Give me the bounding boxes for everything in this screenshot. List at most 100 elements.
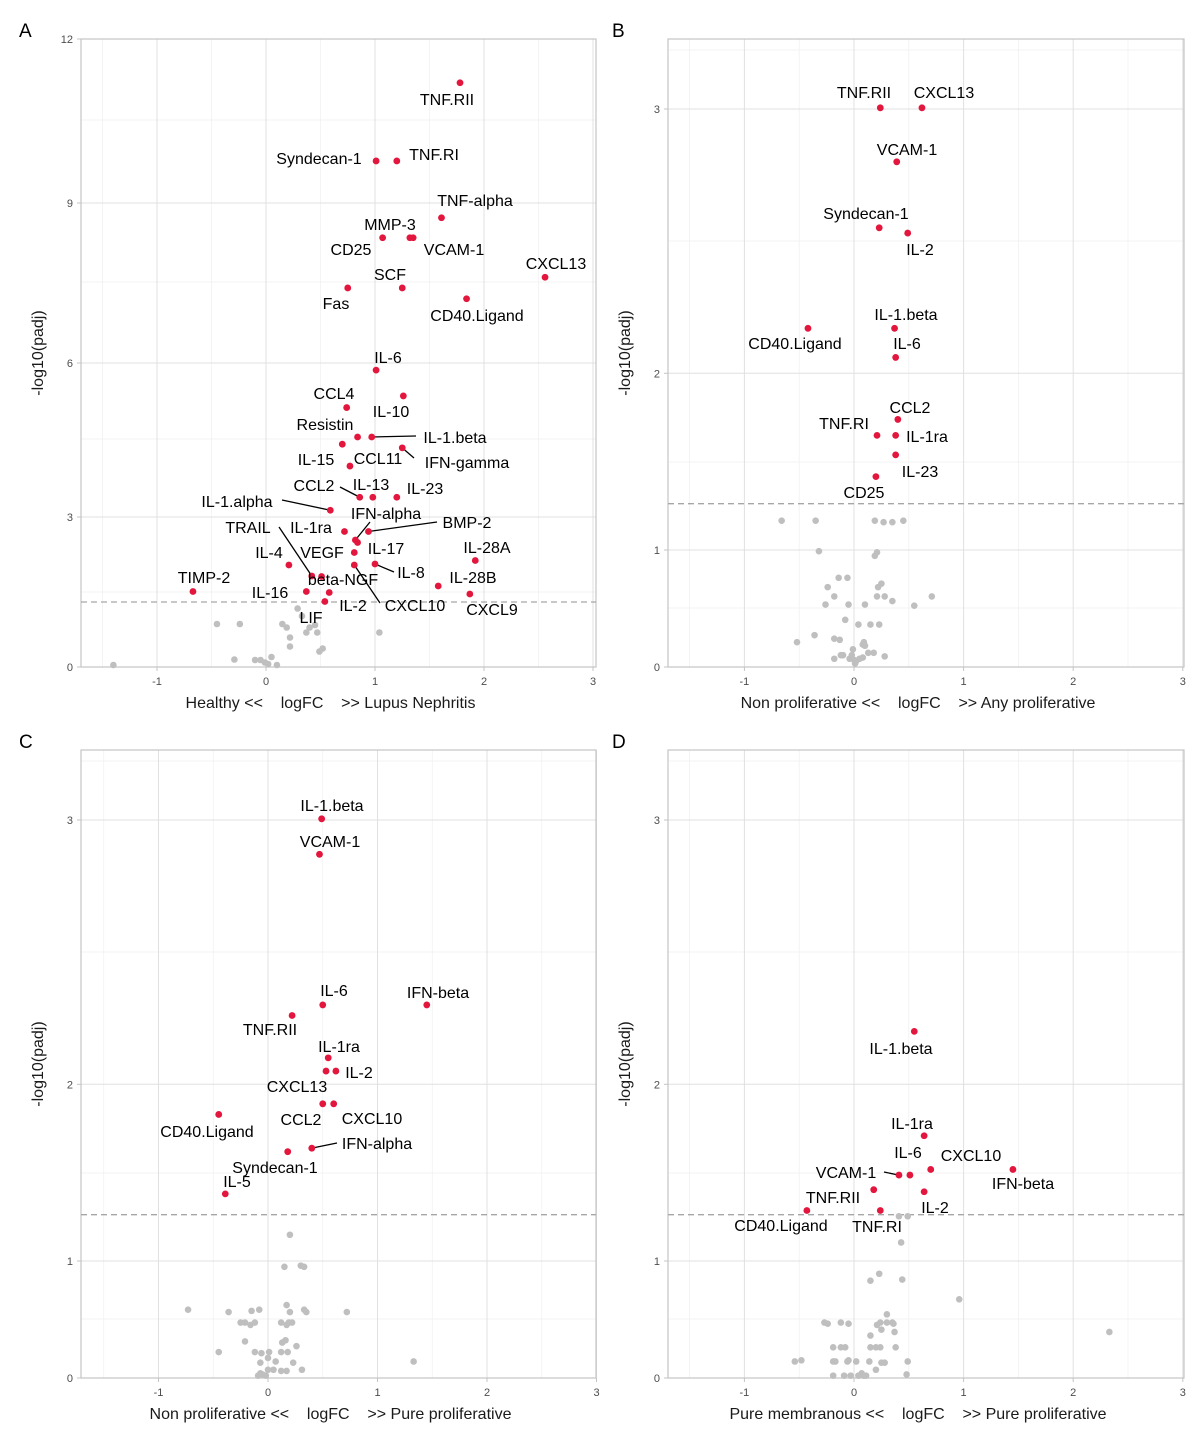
- nonsignificant-point: [895, 1212, 903, 1220]
- point-label: CCL4: [314, 386, 355, 403]
- nonsignificant-point: [859, 654, 867, 661]
- panel-letter: A: [19, 21, 32, 42]
- nonsignificant-point: [270, 1366, 277, 1374]
- nonsignificant-point: [257, 1359, 264, 1366]
- nonsignificant-point: [900, 517, 907, 524]
- nonsignificant-point: [881, 653, 888, 660]
- significant-point: [319, 1001, 327, 1009]
- x-axis-title: Non proliferative << logFC >> Any prolif…: [741, 695, 1096, 712]
- label-connector-line: [339, 486, 361, 498]
- panel-c: -1 0 1 2 3 0 1 2 3 IL-1.beta VCAM-1 IL-6 IFN-beta TNF…: [19, 732, 600, 1423]
- x-tick-label: 1: [372, 676, 378, 688]
- significant-point: [423, 1001, 431, 1009]
- point-label: TNF.RII: [837, 85, 891, 102]
- nonsignificant-point: [872, 1366, 880, 1374]
- y-tick-label: 2: [654, 368, 660, 380]
- significant-point: [873, 431, 881, 439]
- point-label: IL-2: [339, 598, 367, 615]
- nonsignificant-point: [215, 1348, 223, 1356]
- nonsignificant-point: [845, 1357, 852, 1364]
- nonsignificant-point: [251, 1348, 259, 1356]
- significant-point: [365, 528, 372, 535]
- nonsignificant-point: [283, 1301, 290, 1309]
- significant-point: [341, 528, 348, 535]
- significant-point: [215, 1111, 223, 1118]
- nonsignificant-point: [867, 1344, 874, 1351]
- nonsignificant-point: [848, 651, 856, 659]
- nonsignificant-point: [225, 1308, 232, 1316]
- point-label: Syndecan-1: [823, 206, 908, 223]
- point-label: CD25: [331, 242, 372, 259]
- significant-point: [318, 573, 325, 580]
- significant-point: [318, 815, 326, 823]
- nonsignificant-point: [264, 660, 272, 668]
- nonsignificant-point: [891, 1328, 898, 1336]
- nonsignificant-point: [248, 1307, 255, 1315]
- nonsignificant-point: [283, 1367, 290, 1375]
- nonsignificant-point: [829, 1344, 837, 1351]
- nonsignificant-point: [883, 1311, 891, 1318]
- nonsignificant-point: [830, 655, 838, 663]
- y-tick-label: 12: [61, 34, 73, 46]
- label-connector-line: [278, 526, 313, 577]
- y-tick-label: 1: [67, 1256, 73, 1268]
- significant-point: [338, 440, 346, 448]
- x-tick-label: 3: [593, 1387, 599, 1399]
- nonsignificant-point: [849, 646, 857, 653]
- x-tick-label: 0: [263, 676, 269, 688]
- point-label: CXCL13: [914, 85, 975, 102]
- nonsignificant-point: [410, 1358, 417, 1365]
- y-tick-label: 0: [654, 662, 660, 674]
- y-tick-label: 3: [654, 104, 660, 116]
- nonsignificant-point: [889, 597, 896, 605]
- point-label: IFN-gamma: [425, 455, 510, 472]
- significant-point: [319, 1100, 327, 1108]
- nonsignificant-point: [841, 1344, 849, 1351]
- nonsignificant-point: [303, 629, 310, 636]
- point-label: IL-2: [345, 1065, 373, 1082]
- nonsignificant-point: [878, 1326, 885, 1333]
- point-label: IL-6: [893, 336, 921, 353]
- significant-point: [393, 493, 401, 501]
- significant-point: [350, 561, 358, 569]
- significant-point: [369, 493, 377, 501]
- nonsignificant-point: [236, 620, 244, 628]
- significant-point: [393, 157, 401, 165]
- point-label: CXCL10: [941, 1148, 1002, 1165]
- nonsignificant-point: [875, 621, 883, 628]
- panel-letter: B: [612, 21, 625, 42]
- significant-point: [399, 392, 407, 400]
- y-axis-title: -log10(padj): [30, 1021, 47, 1106]
- nonsignificant-point: [1106, 1328, 1113, 1336]
- point-label: beta-NGF: [308, 572, 378, 589]
- significant-point: [324, 1054, 332, 1062]
- nonsignificant-point: [284, 1348, 292, 1356]
- point-label: VCAM-1: [816, 1165, 877, 1182]
- significant-point: [456, 79, 464, 87]
- label-connector-line: [354, 521, 371, 541]
- nonsignificant-point: [889, 518, 896, 526]
- nonsignificant-point: [870, 649, 878, 657]
- y-tick-label: 3: [654, 815, 660, 827]
- nonsignificant-point: [880, 518, 887, 526]
- x-tick-label: -1: [740, 1387, 750, 1399]
- nonsignificant-point: [376, 629, 383, 636]
- y-axis-title: -log10(padj): [617, 310, 634, 395]
- point-label: IL-6: [894, 1145, 922, 1162]
- significant-point: [302, 588, 310, 595]
- nonsignificant-point: [277, 1319, 285, 1326]
- significant-point: [372, 157, 380, 165]
- x-tick-label: 0: [851, 676, 857, 688]
- y-tick-label: 1: [654, 545, 660, 557]
- nonsignificant-point: [278, 1339, 286, 1346]
- point-label: CD40.Ligand: [734, 1218, 827, 1235]
- nonsignificant-point: [285, 1319, 293, 1326]
- nonsignificant-point: [928, 593, 936, 600]
- point-label: IL-28A: [463, 540, 510, 557]
- label-connector-line: [374, 563, 395, 573]
- nonsignificant-point: [851, 660, 859, 667]
- point-label: IFN-alpha: [342, 1136, 412, 1153]
- nonsignificant-point: [862, 1372, 870, 1379]
- point-label: Syndecan-1: [276, 151, 361, 168]
